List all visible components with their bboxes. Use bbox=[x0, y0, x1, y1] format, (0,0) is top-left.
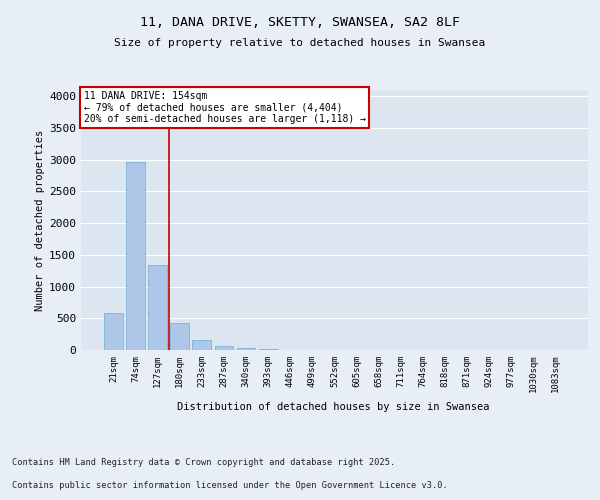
Bar bbox=[126, 162, 145, 350]
Text: Distribution of detached houses by size in Swansea: Distribution of detached houses by size … bbox=[177, 402, 489, 412]
Bar bbox=[104, 313, 123, 350]
Bar bbox=[148, 265, 167, 350]
Bar bbox=[259, 348, 278, 350]
Text: 11 DANA DRIVE: 154sqm
← 79% of detached houses are smaller (4,404)
20% of semi-d: 11 DANA DRIVE: 154sqm ← 79% of detached … bbox=[83, 92, 365, 124]
Bar bbox=[193, 340, 211, 350]
Bar bbox=[236, 348, 256, 350]
Text: Contains public sector information licensed under the Open Government Licence v3: Contains public sector information licen… bbox=[12, 482, 448, 490]
Bar bbox=[170, 322, 189, 350]
Bar bbox=[215, 346, 233, 350]
Text: 11, DANA DRIVE, SKETTY, SWANSEA, SA2 8LF: 11, DANA DRIVE, SKETTY, SWANSEA, SA2 8LF bbox=[140, 16, 460, 29]
Text: Contains HM Land Registry data © Crown copyright and database right 2025.: Contains HM Land Registry data © Crown c… bbox=[12, 458, 395, 467]
Y-axis label: Number of detached properties: Number of detached properties bbox=[35, 130, 45, 310]
Text: Size of property relative to detached houses in Swansea: Size of property relative to detached ho… bbox=[115, 38, 485, 48]
